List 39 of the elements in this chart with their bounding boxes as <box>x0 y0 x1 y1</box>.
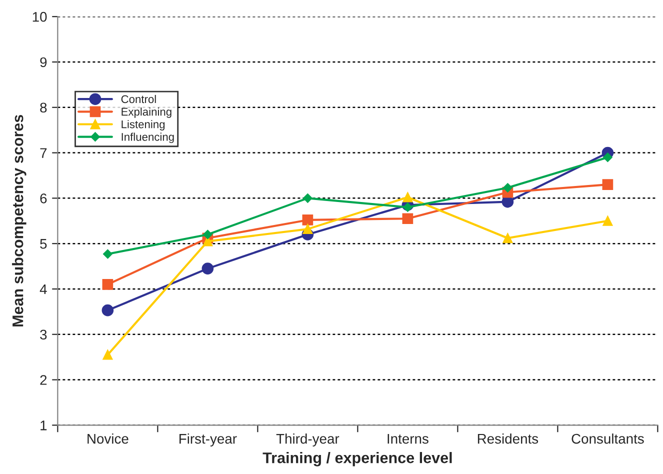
point <box>203 230 212 240</box>
x-axis-title: Training / experience level <box>262 452 452 466</box>
x-tick-label: Residents <box>478 434 538 444</box>
point <box>102 350 113 360</box>
legend-label: Listening <box>122 120 165 130</box>
point <box>103 249 112 259</box>
y-tick-label: 10 <box>32 12 47 22</box>
y-tick-label: 7 <box>40 148 47 158</box>
y-tick-label: 3 <box>40 330 47 340</box>
point <box>302 224 313 234</box>
point <box>102 279 114 290</box>
y-tick-label: 2 <box>40 375 47 385</box>
x-tick-label: Novice <box>88 434 128 444</box>
y-tick-label: 4 <box>40 284 47 294</box>
y-axis-title: Mean subcompetency scores <box>12 114 26 326</box>
legend-label: Influencing <box>122 132 174 144</box>
y-tick-label: 5 <box>40 239 47 249</box>
y-tick-label: 9 <box>40 57 47 68</box>
x-tick-label: Third-year <box>276 434 340 446</box>
point <box>503 183 512 192</box>
point <box>402 192 413 202</box>
point <box>602 216 613 226</box>
point <box>102 304 114 316</box>
x-tick-label: First-year <box>180 434 237 446</box>
point <box>502 233 513 244</box>
y-tick-label: 1 <box>40 420 47 430</box>
x-tick-label: Interns <box>388 434 428 444</box>
point <box>303 194 312 203</box>
y-tick-label: 6 <box>40 194 47 204</box>
point <box>602 179 614 190</box>
point <box>202 262 214 274</box>
point <box>403 202 412 212</box>
x-tick-label: Consultants <box>572 434 644 444</box>
y-tick-label: 8 <box>40 102 47 113</box>
legend-label: Explaining <box>122 108 172 118</box>
point <box>603 152 612 162</box>
legend-label: Control <box>121 94 156 104</box>
point <box>302 214 314 226</box>
point <box>402 213 414 224</box>
